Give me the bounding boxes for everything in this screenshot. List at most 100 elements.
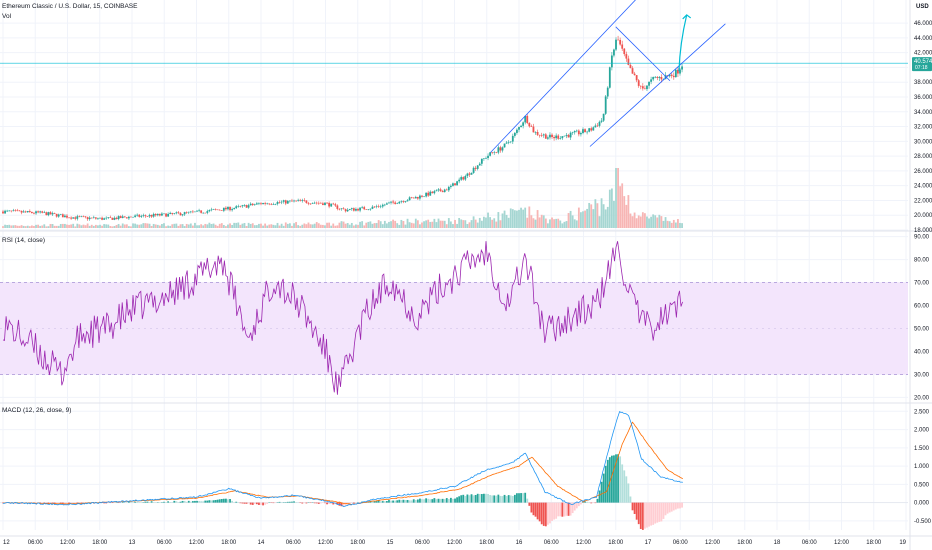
volume-bar (503, 210, 506, 228)
candle-body (582, 129, 584, 134)
volume-bar (435, 222, 438, 228)
volume-bar (274, 225, 277, 228)
volume-bar (245, 226, 248, 228)
time-tick-label: 06:00 (415, 540, 431, 546)
volume-bar (495, 221, 498, 228)
macd-histogram-bar (206, 500, 209, 503)
volume-bar (216, 225, 219, 228)
candle-body (97, 218, 99, 219)
candle-body (8, 210, 11, 212)
macd-histogram-bar (173, 500, 176, 503)
volume-bar (518, 209, 520, 228)
candle-body (641, 86, 644, 89)
candle-body (623, 48, 626, 55)
time-tick-label: 19 (899, 540, 906, 546)
macd-histogram-bar (72, 502, 75, 504)
macd-histogram-bar (571, 502, 574, 514)
time-tick-label: 18:00 (737, 540, 753, 546)
price-tick-label: 28.000 (914, 154, 932, 160)
candle-body (584, 129, 586, 133)
macd-histogram-bar (121, 501, 124, 503)
candle-body (319, 202, 322, 204)
volume-bar (608, 189, 611, 228)
candle-body (580, 133, 582, 135)
macd-histogram-bar (644, 502, 646, 529)
candle-body (59, 214, 62, 215)
macd-histogram-bar (472, 495, 475, 503)
macd-histogram-bar (423, 499, 425, 503)
macd-histogram-bar (466, 494, 469, 503)
candle-body (111, 217, 114, 220)
macd-histogram-bar (66, 502, 68, 504)
macd-histogram-bar (639, 502, 642, 529)
macd-histogram-bar (627, 483, 630, 503)
candle-body (652, 77, 655, 80)
candle-body (404, 201, 407, 203)
candle-body (625, 54, 628, 59)
volume-bar (278, 225, 281, 228)
macd-histogram-bar (175, 501, 178, 503)
candle-body (381, 204, 384, 207)
volume-bar (291, 225, 293, 228)
candle-body (586, 131, 589, 133)
candle-body (107, 217, 110, 218)
volume-bar (99, 224, 101, 228)
candle-body (72, 217, 75, 219)
volume-bar (561, 223, 564, 228)
macd-histogram-bar (163, 501, 165, 503)
candle-body (247, 205, 250, 208)
candle-body (231, 209, 234, 211)
volume-bar (301, 224, 304, 228)
macd-histogram-bar (536, 502, 539, 520)
candle-body (458, 179, 461, 182)
time-tick-label: 12:00 (705, 540, 721, 546)
macd-histogram-bar (344, 502, 347, 506)
candle-body (26, 210, 29, 213)
candle-body (437, 189, 440, 191)
volume-bar (402, 221, 405, 228)
candle-body (6, 210, 9, 212)
candle-body (18, 210, 21, 212)
volume-bar (406, 218, 409, 228)
volume-bar (371, 223, 374, 228)
candle-body (94, 217, 97, 219)
volume-bar (214, 224, 217, 228)
candle-body (363, 207, 366, 210)
volume-bar (485, 217, 487, 228)
time-axis[interactable]: 12 06:00 12:00 18:00 13 06:00 12:00 18:00 14 06:0… (3, 540, 907, 546)
volume-bar (567, 213, 570, 228)
price-scales[interactable]: USD46.00044.00042.00040.00038.00036.0003… (912, 4, 932, 525)
candle-body (408, 197, 411, 201)
volume-bar (499, 220, 502, 228)
macd-histogram-bar (658, 502, 661, 522)
candle-body (113, 217, 116, 220)
macd-histogram-bar (398, 499, 401, 503)
macd-histogram-bar (489, 494, 492, 503)
macd-histogram-bar (679, 502, 681, 509)
time-tick-label: 12:00 (318, 540, 334, 546)
candle-body (35, 211, 37, 214)
volume-bar (443, 220, 446, 228)
volume-bar (681, 223, 683, 228)
candle-body (563, 135, 566, 137)
candle-body (379, 206, 382, 208)
volume-bar (97, 225, 99, 228)
candle-body (602, 113, 605, 121)
time-tick-label: 15 (387, 540, 394, 546)
candle-body (516, 129, 518, 133)
time-tick-label: 13 (129, 540, 136, 546)
candle-body (577, 130, 580, 135)
macd-histogram-bar (553, 502, 555, 520)
candle-body (421, 195, 423, 197)
candle-body (559, 138, 562, 139)
macd-histogram-bar (480, 494, 483, 503)
volume-bar (326, 222, 328, 228)
volume-bar (462, 220, 465, 228)
candle-body (181, 214, 184, 216)
macd-histogram-bar (383, 501, 386, 503)
volume-bar (596, 203, 599, 228)
volume-bar (586, 208, 589, 228)
macd-histogram-bar (596, 498, 599, 503)
macd-histogram-bar (220, 499, 223, 503)
